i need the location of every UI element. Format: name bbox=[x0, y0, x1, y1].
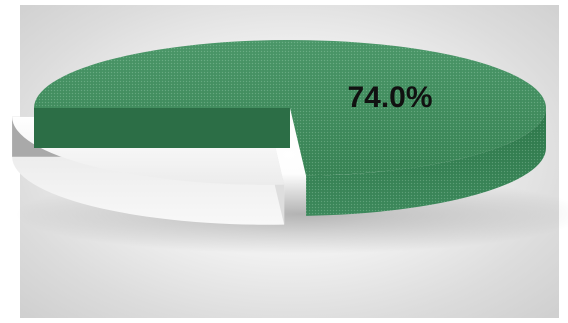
slice-side-texture bbox=[306, 108, 546, 216]
data-label-slice-1: 74.0% bbox=[347, 81, 432, 114]
slice-top-texture bbox=[34, 39, 546, 176]
slice-cut-face bbox=[34, 108, 290, 148]
slice-side-wall bbox=[12, 116, 285, 225]
pie-slice-1 bbox=[34, 39, 546, 216]
